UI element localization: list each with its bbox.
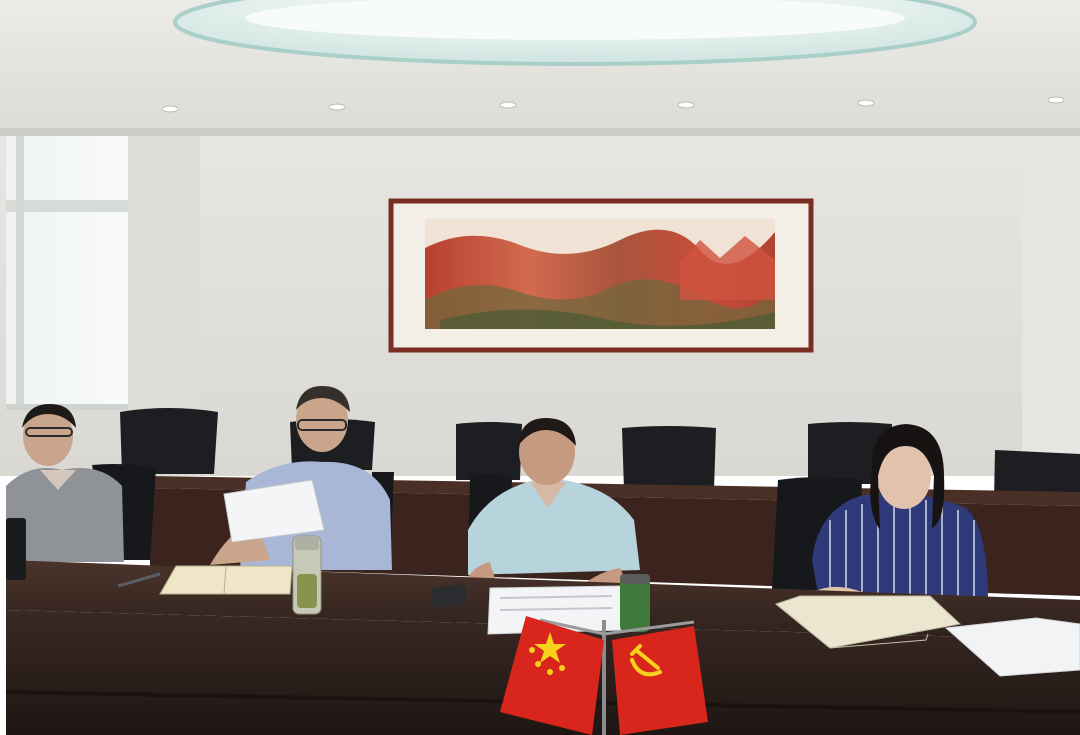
pen (117, 572, 161, 588)
national-flag (500, 616, 604, 735)
camera-device (6, 518, 26, 580)
desk-flags (500, 616, 708, 735)
ceiling-downlights (161, 96, 1065, 113)
hammer-sickle-icon (630, 644, 662, 677)
table-items (117, 535, 1080, 677)
open-notebook-left (159, 565, 293, 595)
documents-right (944, 617, 1080, 677)
star-icon (529, 632, 566, 675)
phone (431, 584, 467, 608)
green-thermos (620, 574, 650, 632)
back-chairs (120, 408, 1080, 500)
window (6, 136, 128, 410)
party-flag (612, 626, 708, 735)
person-right (806, 424, 998, 628)
framed-landscape-painting (388, 198, 814, 353)
person-second (210, 386, 392, 570)
person-left (6, 404, 124, 562)
ceiling (0, 0, 1080, 136)
